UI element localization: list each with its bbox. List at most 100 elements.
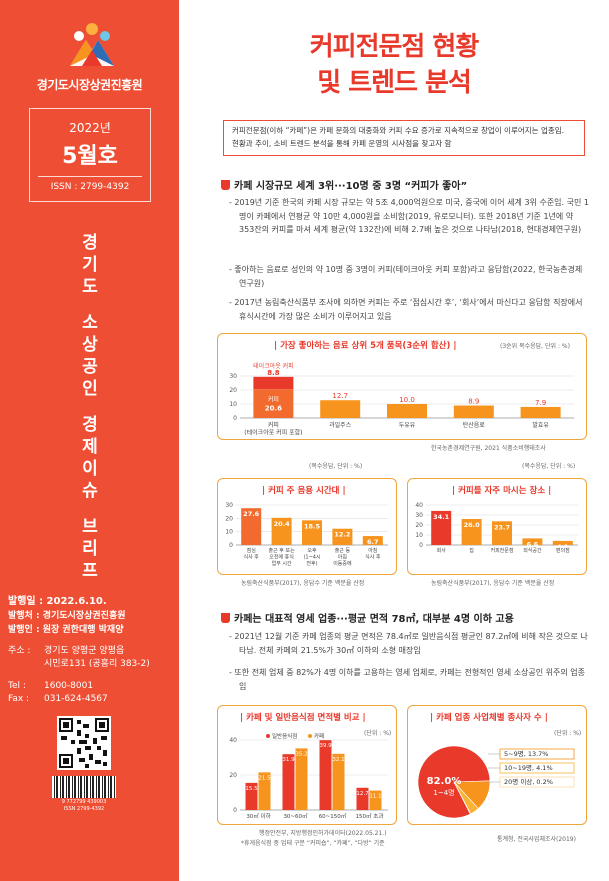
- chart-3-title: | 커피를 자주 마시는 장소 |: [452, 486, 552, 496]
- data-label: 10.0: [399, 396, 415, 404]
- chart-favorite-drinks: | 가장 좋아하는 음료 상위 5개 품목(3순위 합산) | (3순위 복수응…: [217, 333, 587, 440]
- chart-5-source: 통계청, 전국사업체조사(2019): [497, 836, 576, 843]
- category-label: (1~4시: [303, 555, 320, 561]
- coffee-cup-icon: [221, 613, 230, 623]
- section-2-para-2: - 또한 전체 업체 중 82%가 4명 이하를 고용하는 영세 업체로, 카페…: [229, 668, 586, 691]
- intro-line-2: 현황과 추이, 소비 트렌드 분석을 통해 카페 운영의 시사점을 찾고자 함: [232, 139, 452, 148]
- data-label: 6.6: [527, 540, 539, 548]
- address-line-1: 경기도 양평군 양평읍: [44, 646, 125, 656]
- address-label: 주소 :: [8, 646, 31, 656]
- data-label: 32.1: [332, 757, 344, 763]
- chart-2-title: | 커피 주 음용 시간대 |: [262, 486, 346, 496]
- legend-marker: [266, 734, 270, 738]
- data-label: 26.0: [464, 521, 481, 529]
- pie-slice-label: 5~9명, 13.7%: [504, 749, 548, 758]
- data-label: 12.7: [356, 791, 369, 797]
- data-label: 11.1: [369, 794, 381, 800]
- category-label: 60~150㎡: [319, 812, 347, 820]
- qr-code-icon[interactable]: [57, 716, 111, 770]
- fax: 031-624-4567: [44, 694, 108, 704]
- bar: [241, 508, 262, 545]
- category-label: 커피: [268, 421, 279, 429]
- bar: [282, 754, 295, 810]
- intro-box: 커피전문점(이하 “카페”)은 카페 문화의 대중화와 커피 수요 증가로 지속…: [223, 120, 585, 156]
- category-label: 커피전문점: [490, 547, 513, 554]
- category-label: 30~60㎡: [283, 812, 308, 820]
- category-label: 아침: [338, 554, 347, 561]
- bar: [387, 404, 427, 418]
- chart-2-unit: (복수응답, 단위 : %): [309, 463, 363, 470]
- tick-label: 40: [415, 502, 423, 509]
- chart-4-unit: (단위 : %): [364, 730, 392, 737]
- tel-label: Tel :: [8, 681, 26, 691]
- data-label: 39.9: [319, 743, 332, 749]
- bar: [319, 740, 332, 810]
- tick-label: 20: [225, 515, 233, 522]
- chart-area-comparison: | 카페 및 일반음식점 면적별 비교 | (단위 : %) 0 20 40 일반음식…: [217, 705, 397, 825]
- chart-4-note: *휴게음식점 중 업태 구분 “커피숍”, “카페”, “다방” 기준: [241, 840, 385, 847]
- category-label: 30㎡ 이하: [246, 812, 270, 820]
- section-1-heading: 카페 시장규모 세계 3위···10명 중 3명 “커피가 좋아”: [221, 177, 467, 192]
- data-label: 8.9: [468, 398, 479, 406]
- chart-employees: | 카페 업종 사업체별 종사자 수 | (단위 : %) 82.0% 1~4명 5…: [407, 705, 587, 825]
- tick-label: 10: [229, 401, 237, 408]
- category-label: 오후: [307, 548, 317, 554]
- tick-label: 30: [225, 502, 233, 509]
- data-label: 18.5: [304, 522, 321, 530]
- data-label: 20.4: [274, 520, 291, 528]
- data-label: 21.5: [258, 775, 271, 781]
- chart-drinking-time: | 커피 주 음용 시간대 | 0 10 20 30 27.6 점심 식사 후 20.4 출근 …: [217, 478, 397, 575]
- bar: [461, 519, 482, 545]
- intro-line-1: 커피전문점(이하 “카페”)은 카페 문화의 대중화와 커피 수요 증가로 지속…: [232, 126, 565, 135]
- data-label: 12.2: [334, 531, 350, 539]
- data-label: 15.5: [245, 786, 258, 792]
- category-label: 이동중에: [333, 560, 352, 567]
- publisher: 발행처 : 경기도시장상권진흥원: [8, 611, 126, 621]
- tick-label: 20: [229, 387, 237, 394]
- data-label: 34.1: [433, 513, 450, 521]
- category-label: 편의점: [556, 547, 570, 554]
- category-label: 식사 후: [365, 554, 381, 561]
- fax-label: Fax :: [8, 694, 30, 704]
- data-label: 27.6: [243, 510, 260, 518]
- category-label: 출근 후 또는: [269, 547, 296, 554]
- issue-year: 2022년: [69, 121, 111, 135]
- category-label: 업무 시간: [272, 560, 292, 567]
- section-1-para-2: - 좋아하는 음료로 성인의 약 10명 중 3명이 커피(테이크아웃 커피 포…: [229, 265, 583, 288]
- pie-slice-label: 10~19명, 4.1%: [504, 763, 553, 772]
- chart-drinking-place: | 커피를 자주 마시는 장소 | 0 10 20 30 40 34.1 회사 26.0 집 23…: [407, 478, 587, 575]
- chart-3-source: 농림축산식품부(2017), 응답수 기준 백분율 산정: [431, 580, 555, 587]
- category-label: 집: [469, 547, 474, 554]
- bar: [253, 389, 294, 418]
- barcode-issn: ISSN 2799-4392: [63, 806, 105, 812]
- data-label: 12.7: [332, 392, 348, 400]
- legend-label: 카페: [314, 732, 324, 740]
- tick-label: 20: [415, 522, 423, 529]
- category-label: 외식공간: [523, 547, 542, 554]
- chart-4-title: | 카페 및 일반음식점 면적별 비교 |: [240, 713, 366, 723]
- category-label: 과일주스: [329, 421, 352, 429]
- tick-label: 0: [229, 542, 233, 549]
- tick-label: 30: [229, 373, 237, 380]
- pie-big-label: 1~4명: [433, 788, 454, 797]
- section-1-para-3: - 2017년 농림축산식품부 조사에 의하면 커피는 주로 ‘점심시간 후’,…: [229, 298, 583, 321]
- data-label: 6.7: [367, 538, 379, 546]
- legend-label: 일반음식점: [272, 732, 297, 740]
- chart-4-source: 행정안전부, 지방행정인허가데이터(2022.05.21.): [259, 830, 387, 837]
- bar: [362, 536, 383, 545]
- chart-5-unit: (단위 : %): [554, 730, 582, 737]
- tick-label: 20: [229, 772, 237, 779]
- bar: [245, 782, 258, 810]
- tick-label: 0: [233, 415, 237, 422]
- category-label: (테이크아웃 커피 포함): [244, 429, 302, 437]
- bar: [258, 772, 271, 810]
- chart-1-title: | 가장 좋아하는 음료 상위 5개 품목(3순위 합산) |: [274, 341, 457, 351]
- tick-label: 0: [233, 807, 237, 814]
- pie-big-value: 82.0%: [427, 776, 462, 787]
- category-label: 탄산음료: [463, 421, 486, 429]
- issuer: 발행인 : 원장 권한대행 박재양: [8, 625, 124, 635]
